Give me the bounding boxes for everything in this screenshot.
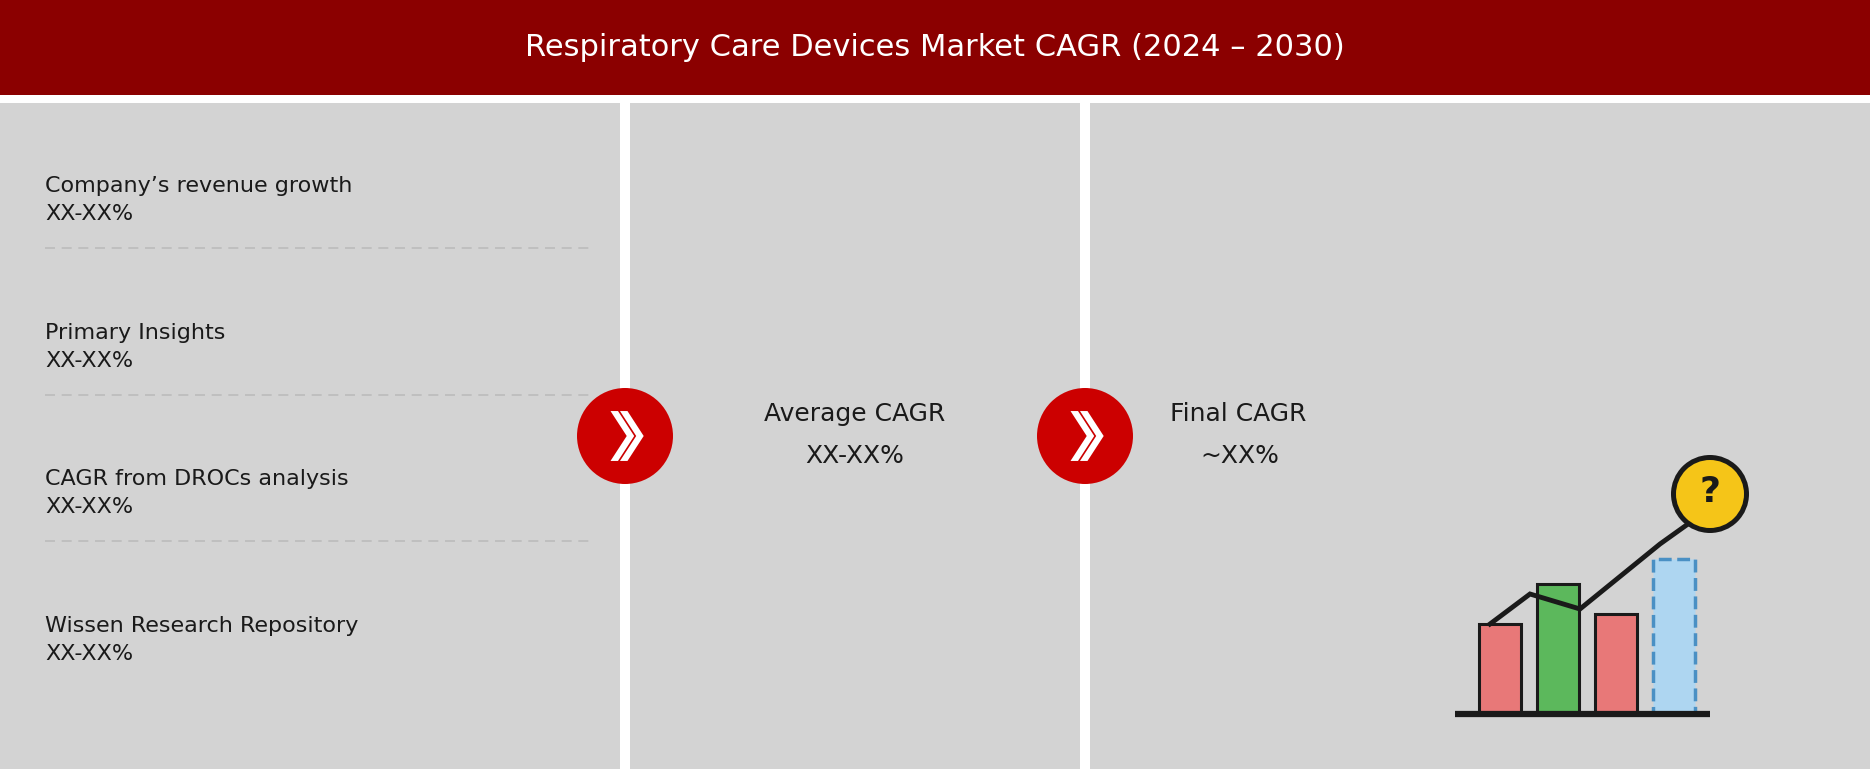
Text: XX-XX%: XX-XX% (45, 498, 133, 518)
Text: XX-XX%: XX-XX% (45, 205, 133, 225)
FancyBboxPatch shape (1081, 103, 1090, 769)
Text: ?: ? (1700, 475, 1720, 509)
Text: Final CAGR: Final CAGR (1171, 402, 1307, 426)
Text: XX-XX%: XX-XX% (45, 644, 133, 664)
Text: Respiratory Care Devices Market CAGR (2024 – 2030): Respiratory Care Devices Market CAGR (20… (525, 33, 1345, 62)
FancyBboxPatch shape (1653, 559, 1694, 714)
Circle shape (1676, 460, 1745, 528)
FancyBboxPatch shape (1479, 624, 1520, 714)
Text: Average CAGR: Average CAGR (765, 402, 946, 426)
FancyBboxPatch shape (1595, 614, 1636, 714)
FancyBboxPatch shape (621, 103, 630, 769)
Polygon shape (1070, 411, 1094, 461)
Circle shape (1038, 388, 1133, 484)
FancyBboxPatch shape (0, 103, 1870, 769)
Text: CAGR from DROCs analysis: CAGR from DROCs analysis (45, 469, 348, 489)
Text: XX-XX%: XX-XX% (45, 351, 133, 371)
Text: Primary Insights: Primary Insights (45, 323, 226, 343)
Text: Wissen Research Repository: Wissen Research Repository (45, 616, 359, 636)
Text: Company’s revenue growth: Company’s revenue growth (45, 176, 352, 196)
Polygon shape (621, 411, 643, 461)
Polygon shape (1081, 411, 1103, 461)
Text: XX-XX%: XX-XX% (806, 444, 905, 468)
Text: ~XX%: ~XX% (1201, 444, 1279, 468)
Circle shape (578, 388, 673, 484)
FancyBboxPatch shape (0, 0, 1870, 95)
FancyBboxPatch shape (0, 95, 1870, 103)
Circle shape (1672, 455, 1748, 533)
Polygon shape (610, 411, 634, 461)
FancyBboxPatch shape (1537, 584, 1578, 714)
